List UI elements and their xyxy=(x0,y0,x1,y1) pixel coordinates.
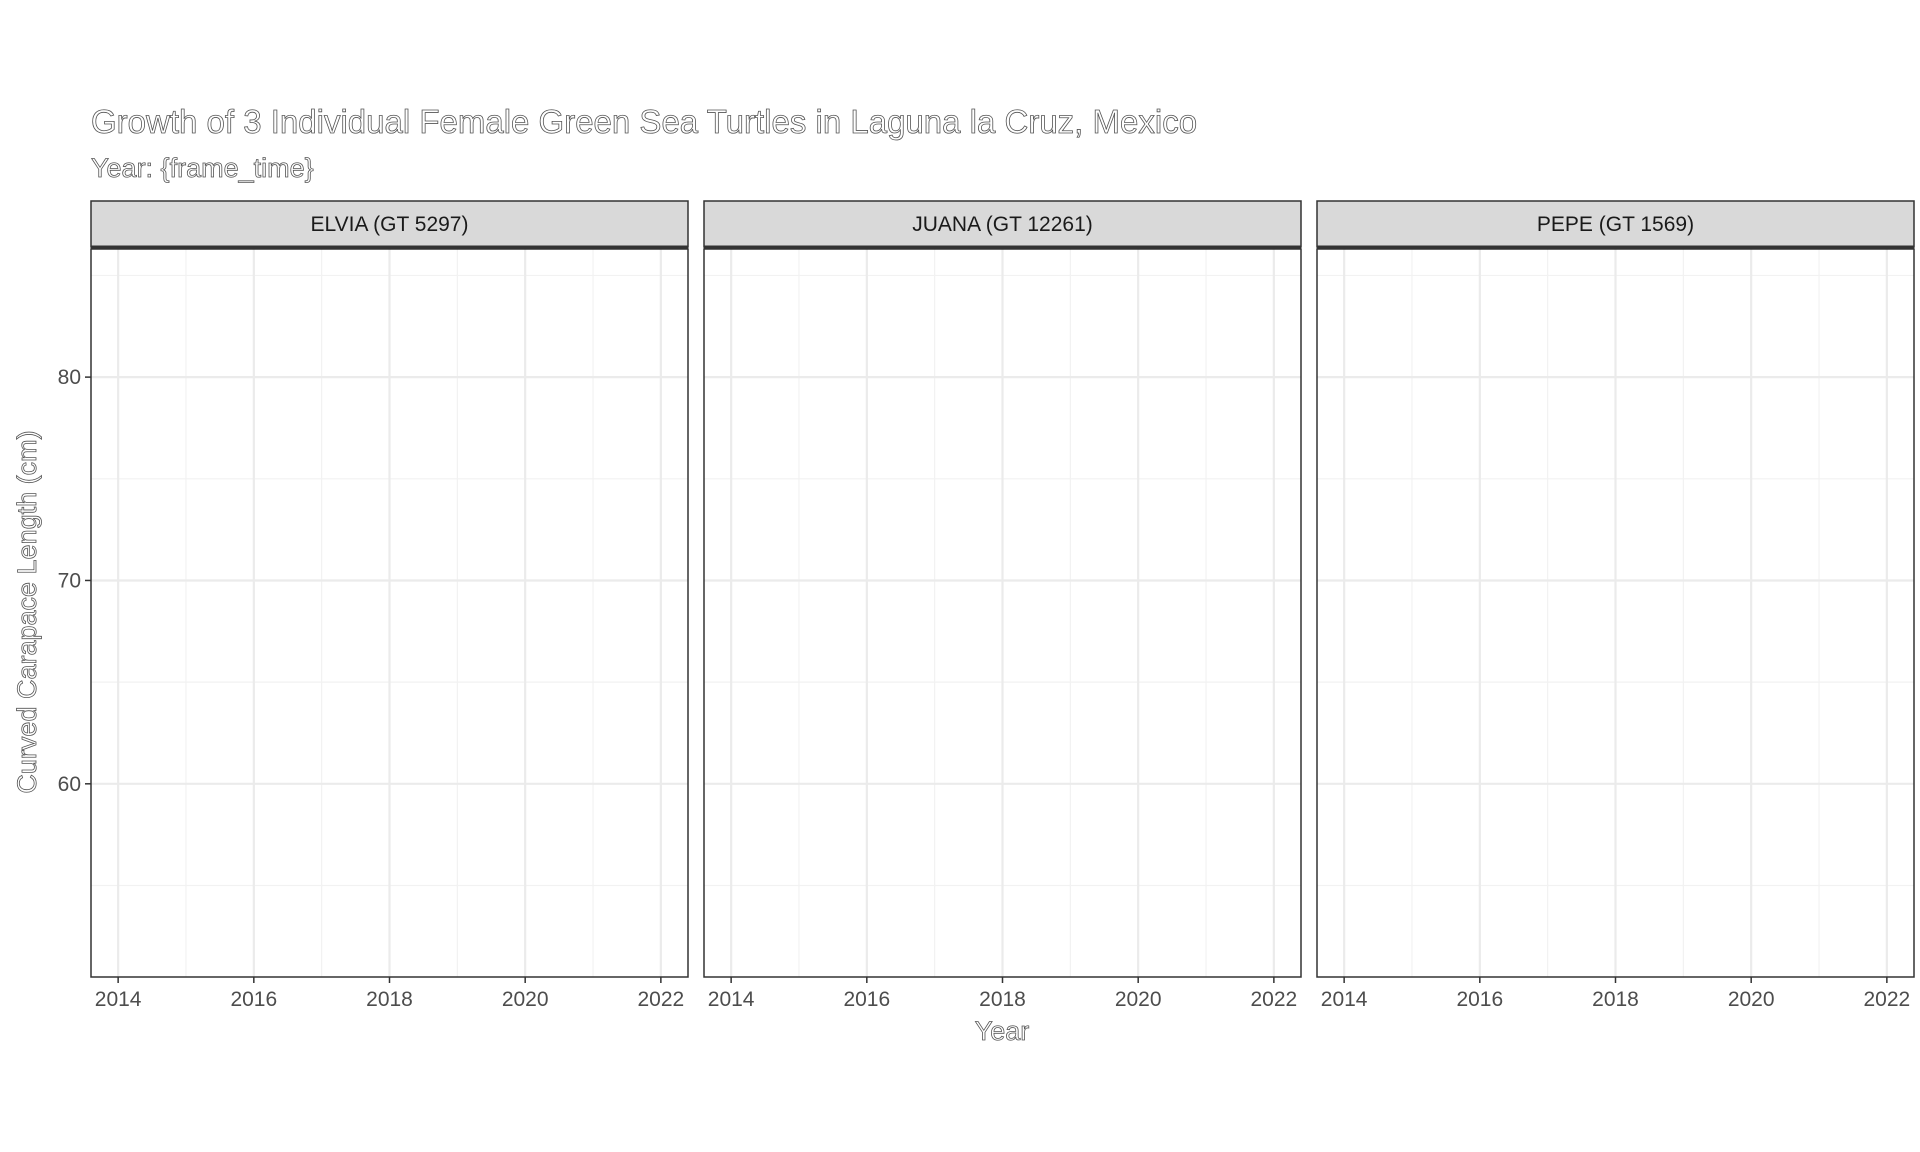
facet-strip-label: JUANA (GT 12261) xyxy=(912,213,1093,236)
x-tick-label: 2016 xyxy=(1456,988,1503,1011)
chart-title: Growth of 3 Individual Female Green Sea … xyxy=(91,103,1197,140)
y-tick-label: 60 xyxy=(58,773,81,796)
x-axis-label: Year xyxy=(975,1016,1030,1046)
x-tick-label: 2022 xyxy=(1251,988,1298,1011)
x-tick-label: 2016 xyxy=(843,988,890,1011)
y-tick-label: 80 xyxy=(58,366,81,389)
x-tick-label: 2018 xyxy=(366,988,413,1011)
y-tick-label: 70 xyxy=(58,569,81,592)
facet-strip-label: ELVIA (GT 5297) xyxy=(311,213,469,236)
x-tick-label: 2018 xyxy=(979,988,1026,1011)
y-axis-label: Curved Carapace Length (cm) xyxy=(12,430,42,793)
facet-strip-label: PEPE (GT 1569) xyxy=(1537,213,1694,236)
x-tick-label: 2020 xyxy=(1115,988,1162,1011)
facet-panel: JUANA (GT 12261) 2014 2016 2018 2020 2022 xyxy=(703,200,1302,1011)
x-tick-label: 2016 xyxy=(230,988,277,1011)
facet-panel: PEPE (GT 1569) 2014 2016 2018 2020 2022 xyxy=(1316,200,1915,1011)
facet-strip xyxy=(703,200,1302,248)
facet-panels: ELVIA (GT 5297)2014 2016 2018 2020 2022JUANA… xyxy=(58,200,1915,1011)
x-tick-label: 2014 xyxy=(95,988,142,1011)
chart-subtitle: Year: {frame_time} xyxy=(91,153,314,183)
x-tick-label: 2020 xyxy=(1728,988,1775,1011)
x-tick-label: 2018 xyxy=(1592,988,1639,1011)
x-tick-label: 2020 xyxy=(502,988,549,1011)
x-tick-label: 2014 xyxy=(1321,988,1368,1011)
x-tick-label: 2022 xyxy=(1864,988,1911,1011)
facet-panel: ELVIA (GT 5297) 2014 2016 2018 2020 2022 xyxy=(90,200,689,1011)
x-tick-label: 2014 xyxy=(708,988,755,1011)
x-tick-label: 2022 xyxy=(638,988,685,1011)
